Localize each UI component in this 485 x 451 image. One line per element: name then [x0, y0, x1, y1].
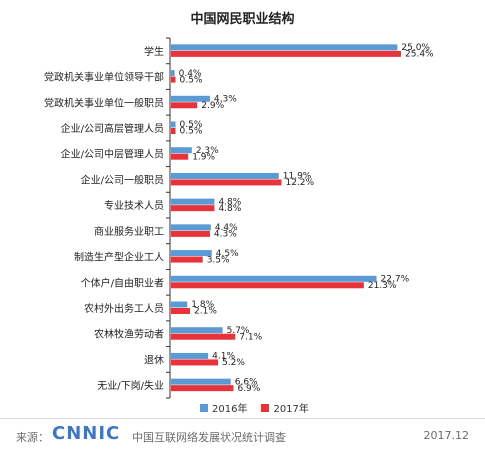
- legend-label-2017: 2017年: [273, 404, 309, 415]
- bar-2017: [171, 333, 236, 340]
- data-label-2017: 4.3%: [214, 230, 237, 240]
- bar-2017: [171, 102, 198, 109]
- source-label: 来源：: [16, 431, 49, 444]
- bar-2016: [171, 352, 209, 359]
- data-label-2017: 21.3%: [368, 281, 397, 291]
- report-date: 2017.12: [423, 429, 470, 442]
- data-label-2017: 12.2%: [285, 178, 314, 188]
- category-label: 个体户/自由职业者: [81, 276, 164, 289]
- category-label: 企业/公司高层管理人员: [61, 122, 164, 135]
- bar-2017: [171, 230, 210, 237]
- bar-2016: [171, 44, 398, 51]
- category-label: 企业/公司一般职员: [81, 173, 164, 186]
- bar-2017: [171, 359, 219, 366]
- data-label-2016: 0.5%: [180, 120, 203, 130]
- bar-2016: [171, 224, 211, 231]
- data-label-2016: 25.0%: [401, 43, 430, 53]
- bar-2016: [171, 172, 279, 179]
- bar-2017: [171, 256, 203, 263]
- bar-2016: [171, 275, 377, 282]
- data-label-2017: 2.9%: [201, 101, 224, 111]
- bar-2017: [171, 308, 191, 314]
- bar-2017: [171, 282, 364, 289]
- legend-swatch-2017: [261, 403, 270, 412]
- chart-title: 中国网民职业结构: [190, 12, 295, 27]
- data-label-2016: 4.3%: [214, 94, 237, 104]
- legend: 2016年 2017年: [200, 400, 309, 415]
- category-label: 无业/下岗/失业: [97, 379, 164, 392]
- category-label: 退休: [144, 354, 164, 366]
- category-label: 农林牧渔劳动者: [94, 328, 164, 341]
- data-label-2017: 25.4%: [405, 50, 434, 60]
- legend-swatch-2016: [200, 403, 208, 412]
- bar-2017: [171, 385, 234, 392]
- data-label-2016: 4.1%: [212, 352, 235, 362]
- data-label-2016: 0.4%: [179, 69, 202, 79]
- source-text: 中国互联网络发展状况统计调查: [132, 431, 286, 444]
- data-label-2016: 22.7%: [381, 274, 410, 284]
- data-label-2016: 6.6%: [235, 377, 258, 387]
- bar-2016: [171, 198, 215, 205]
- bar-2016: [171, 301, 188, 308]
- category-label: 农村外出务工人员: [84, 302, 164, 315]
- data-label-2016: 4.8%: [218, 197, 241, 207]
- bar-2017: [171, 50, 401, 57]
- data-label-2017: 4.8%: [218, 204, 241, 214]
- category-label: 企业/公司中层管理人员: [61, 148, 164, 161]
- category-label: 学生: [144, 45, 164, 58]
- category-label: 制造生产型企业工人: [74, 251, 164, 264]
- data-label-2016: 2.3%: [196, 146, 219, 156]
- bar-2017: [171, 153, 189, 160]
- bar-2016: [171, 147, 192, 154]
- cnnic-logo: CNNIC: [52, 423, 121, 444]
- data-label-2017: 3.5%: [207, 255, 230, 265]
- category-label: 党政机关事业单位一般职员: [44, 96, 164, 109]
- bar-2017: [171, 179, 282, 186]
- data-label-2017: 1.9%: [192, 152, 215, 162]
- data-label-2016: 5.7%: [227, 326, 250, 336]
- data-label-2016: 4.4%: [215, 223, 238, 233]
- data-label-2017: 6.9%: [237, 384, 260, 394]
- bar-2017: [171, 205, 215, 212]
- bar-2016: [171, 378, 231, 385]
- data-label-2017: 5.2%: [222, 358, 245, 368]
- data-label-2016: 4.5%: [216, 249, 239, 259]
- bar-2016: [171, 327, 223, 334]
- legend-label-2016: 2016年: [212, 404, 248, 415]
- data-label-2017: 7.1%: [239, 332, 262, 342]
- bar-2017: [171, 128, 176, 134]
- bar-2016: [171, 95, 210, 102]
- footer: 来源： CNNIC 中国互联网络发展状况统计调查 2017.12: [0, 418, 485, 451]
- category-label: 专业技术人员: [104, 199, 164, 212]
- data-label-2016: 11.9%: [283, 172, 312, 182]
- legend-item-2016: 2016年: [200, 400, 247, 415]
- data-label-2017: 0.5%: [180, 75, 203, 85]
- data-label-2017: 2.1%: [194, 307, 217, 317]
- bar-2017: [171, 76, 176, 83]
- bar-2016: [171, 70, 175, 77]
- bar-2016: [171, 121, 176, 128]
- bar-2016: [171, 250, 212, 257]
- category-label: 党政机关事业单位领导干部: [44, 71, 164, 84]
- data-label-2016: 1.8%: [191, 300, 214, 310]
- category-label: 商业服务业职工: [94, 225, 164, 238]
- legend-item-2017: 2017年: [261, 400, 309, 415]
- data-label-2017: 0.5%: [180, 127, 203, 137]
